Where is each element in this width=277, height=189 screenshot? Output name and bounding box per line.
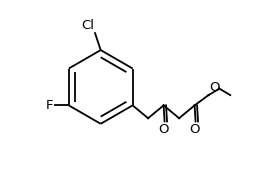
Text: O: O xyxy=(209,81,220,94)
Text: F: F xyxy=(46,99,54,112)
Text: O: O xyxy=(189,123,200,136)
Text: O: O xyxy=(158,123,169,136)
Text: Cl: Cl xyxy=(81,19,94,32)
